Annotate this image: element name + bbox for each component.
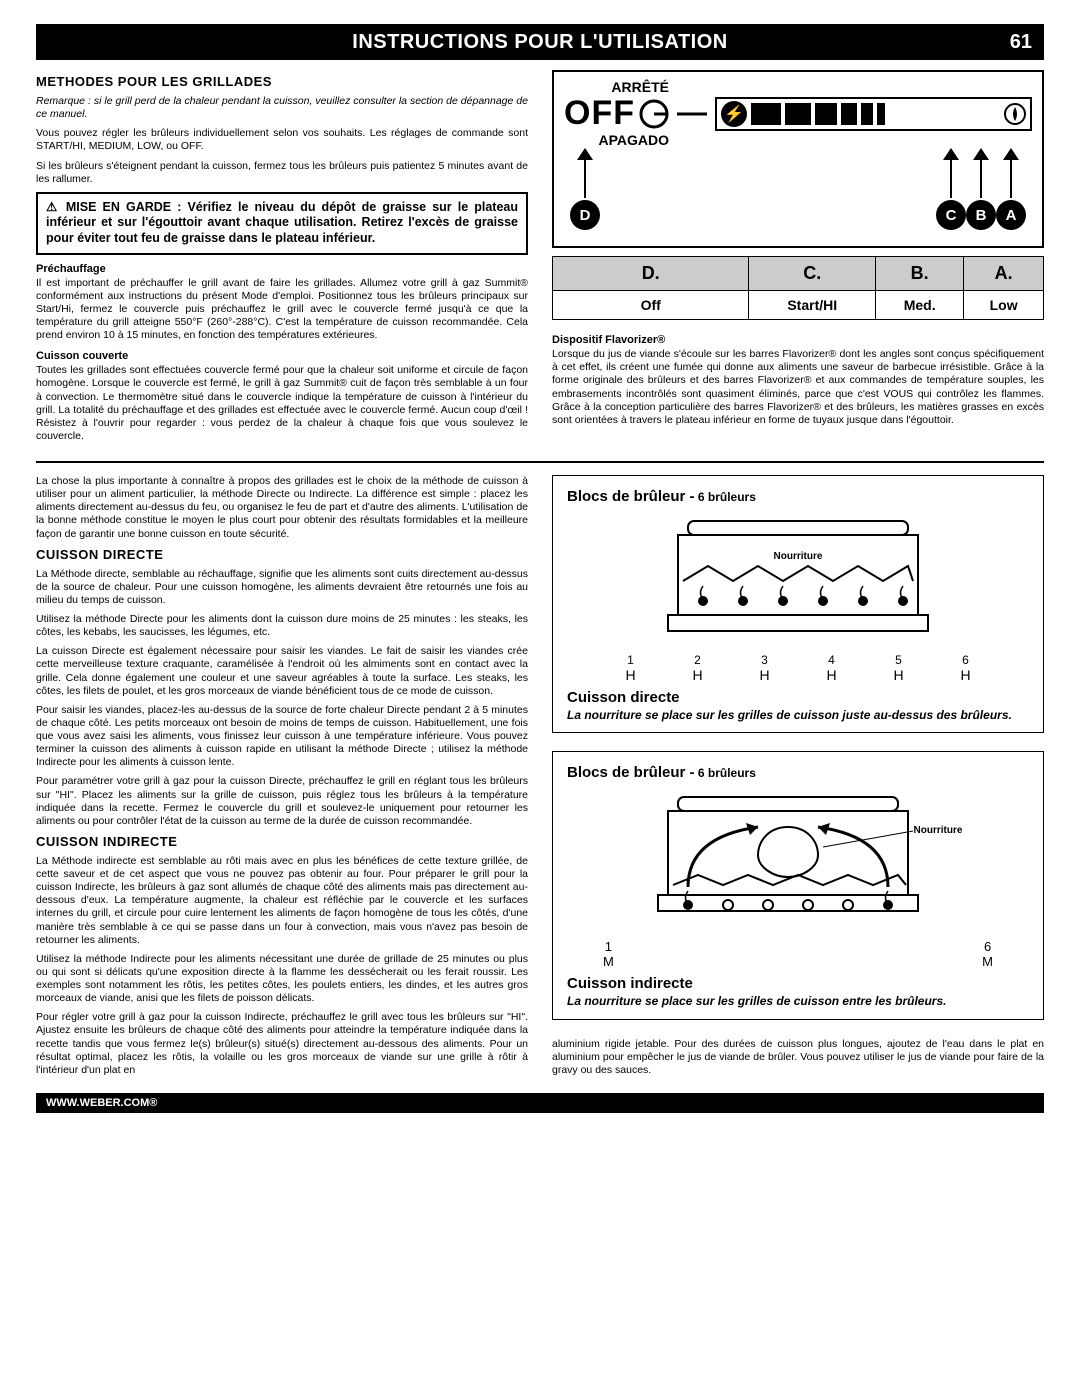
indirect-p1: La Méthode indirecte est semblable au rô… (36, 855, 528, 947)
th-a: A. (964, 257, 1044, 291)
preheat-text: Il est important de préchauffer le grill… (36, 277, 528, 343)
direct-p5: Pour paramétrer votre grill à gaz pour l… (36, 775, 528, 828)
h1: H (625, 667, 635, 683)
indirect-diag-sub: 6 brûleurs (695, 766, 756, 780)
td-off: Off (553, 291, 749, 320)
indirect-heading: CUISSON INDIRECTE (36, 834, 528, 849)
h2: H (692, 667, 702, 683)
warning-text: ⚠ MISE EN GARDE : Vérifiez le niveau du … (46, 200, 518, 247)
direct-p1: La Méthode directe, semblable au réchauf… (36, 568, 528, 607)
preheat-subhead: Préchauffage (36, 263, 528, 275)
remark: Remarque : si le grill perd de la chaleu… (36, 95, 528, 121)
direct-diag-title: Blocs de brûleur - (567, 488, 695, 505)
h3: H (759, 667, 769, 683)
intro-text: La chose la plus importante à connaître … (36, 475, 528, 541)
flame-icon (1004, 103, 1026, 125)
knob-icon (639, 99, 669, 129)
flavorizer-text: Lorsque du jus de viande s'écoule sur le… (552, 348, 1044, 427)
page-number: 61 (1010, 31, 1032, 54)
n3: 3 (761, 653, 768, 667)
igniter-strip: ⚡ (715, 97, 1032, 131)
label-apagado: APAGADO (598, 133, 669, 148)
direct-name: Cuisson directe (567, 689, 1029, 706)
td-med: Med. (876, 291, 964, 320)
footer: WWW.WEBER.COM® (36, 1093, 1044, 1113)
control-column: ARRÊTÉ OFF APAGADO ⚡ (552, 70, 1044, 449)
grill-indirect-icon: Nourriture (628, 787, 968, 937)
control-panel-figure: ARRÊTÉ OFF APAGADO ⚡ (552, 70, 1044, 248)
h5: H (893, 667, 903, 683)
label-off: OFF (564, 95, 635, 132)
direct-p2: Utilisez la méthode Directe pour les ali… (36, 613, 528, 639)
covered-text: Toutes les grillades sont effectuées cou… (36, 364, 528, 443)
m-l1: M (603, 954, 614, 969)
n5: 5 (895, 653, 902, 667)
td-low: Low (964, 291, 1044, 320)
bolt-icon: ⚡ (721, 101, 747, 127)
n2: 2 (694, 653, 701, 667)
indirect-diagram: Blocs de brûleur - 6 brûleurs Nourriture (552, 751, 1044, 1019)
cooking-text-column: La chose la plus importante à connaître … (36, 475, 528, 1083)
indirect-p3: Pour régler votre grill à gaz pour la cu… (36, 1011, 528, 1077)
tail-text: aluminium rigide jetable. Pour des durée… (552, 1038, 1044, 1077)
knob-a-icon: A (996, 200, 1026, 230)
warning-box: ⚠ MISE EN GARDE : Vérifiez le niveau du … (36, 192, 528, 255)
knob-c-icon: C (936, 200, 966, 230)
h6: H (960, 667, 970, 683)
direct-diag-sub: 6 brûleurs (695, 490, 756, 504)
indirect-diag-title: Blocs de brûleur - (567, 764, 695, 781)
indirect-note: La nourriture se place sur les grilles d… (567, 994, 1029, 1008)
flavorizer-subhead: Dispositif Flavorizer® (552, 334, 1044, 346)
methods-heading: METHODES POUR LES GRILLADES (36, 74, 528, 89)
th-b: B. (876, 257, 964, 291)
diagram-column: Blocs de brûleur - 6 brûleurs Nourriture (552, 475, 1044, 1083)
svg-text:Nourriture: Nourriture (774, 551, 823, 562)
direct-diagram: Blocs de brûleur - 6 brûleurs Nourriture (552, 475, 1044, 733)
label-arrete: ARRÊTÉ (611, 80, 669, 95)
page-title: INSTRUCTIONS POUR L'UTILISATION (352, 31, 727, 54)
m-n1: 1 (603, 939, 614, 954)
m-l6: M (982, 954, 993, 969)
td-start: Start/HI (749, 291, 876, 320)
svg-text:Nourriture: Nourriture (914, 825, 963, 836)
n6: 6 (962, 653, 969, 667)
indirect-name: Cuisson indirecte (567, 975, 1029, 992)
footer-url: WWW.WEBER.COM® (46, 1097, 157, 1109)
header-band: INSTRUCTIONS POUR L'UTILISATION 61 (36, 24, 1044, 60)
methods-p1: Vous pouvez régler les brûleurs individu… (36, 127, 528, 153)
n1: 1 (627, 653, 634, 667)
direct-p4: Pour saisir les viandes, placez-les au-d… (36, 704, 528, 770)
m-n6: 6 (982, 939, 993, 954)
direct-heading: CUISSON DIRECTE (36, 547, 528, 562)
methods-column: METHODES POUR LES GRILLADES Remarque : s… (36, 70, 528, 449)
n4: 4 (828, 653, 835, 667)
knob-d-icon: D (570, 200, 600, 230)
th-c: C. (749, 257, 876, 291)
grill-direct-icon: Nourriture (648, 511, 948, 651)
line-icon (677, 112, 707, 116)
direct-p3: La cuisson Directe est également nécessa… (36, 645, 528, 698)
h4: H (826, 667, 836, 683)
covered-subhead: Cuisson couverte (36, 350, 528, 362)
th-d: D. (553, 257, 749, 291)
direct-note: La nourriture se place sur les grilles d… (567, 708, 1029, 722)
knob-b-icon: B (966, 200, 996, 230)
burner-table: D. C. B. A. Off Start/HI Med. Low (552, 256, 1044, 320)
methods-p2: Si les brûleurs s'éteignent pendant la c… (36, 160, 528, 186)
indirect-p2: Utilisez la méthode Indirecte pour les a… (36, 953, 528, 1006)
